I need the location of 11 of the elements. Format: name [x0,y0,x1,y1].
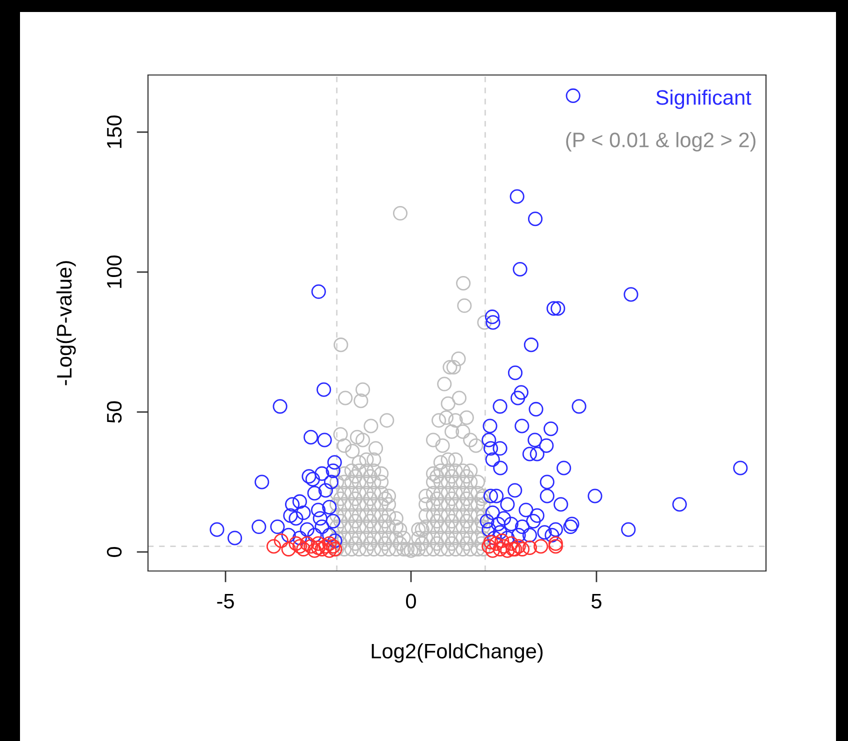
y-tick-label: 100 [106,255,122,288]
x-tick-label: 5 [592,594,602,609]
x-tick-label: 0 [406,594,416,609]
y-axis-title: -Log(P-value) [56,261,76,386]
annotation: (P < 0.01 & log2 > 2) [566,132,756,152]
y-tick-label: 50 [106,401,122,423]
x-axis-title: Log2(FoldChange) [372,643,543,663]
text: Significant [656,90,752,110]
y-tick-label: 0 [106,546,122,557]
y-tick-label: 150 [106,116,122,148]
x-tick-label: -5 [217,594,234,609]
